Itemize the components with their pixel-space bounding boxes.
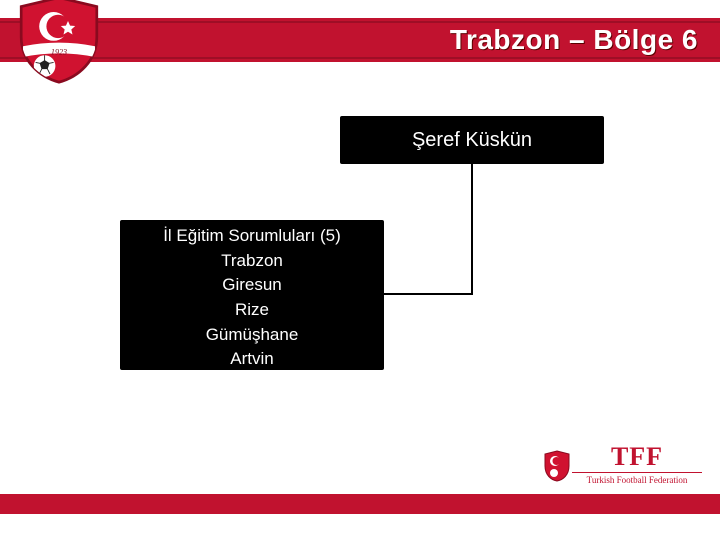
connector-vertical [471,164,473,294]
footer-tff-label: TFF [572,444,702,470]
connector-horizontal [384,293,473,295]
org-child-item: Gümüşhane [120,323,384,348]
org-child-item: Trabzon [120,249,384,274]
slide: Trabzon – Bölge 6 1923 [0,0,720,540]
org-child-item: Artvin [120,347,384,372]
org-child-item: Giresun [120,273,384,298]
shield-icon [544,450,570,482]
footer-logo: TFF Turkish Football Federation [572,444,702,490]
org-child-item: Rize [120,298,384,323]
org-root-node: Şeref Küskün [340,116,604,164]
shield-icon: 1923 [14,0,104,84]
footer-tff-sub: Turkish Football Federation [572,472,702,485]
org-child-heading: İl Eğitim Sorumluları (5) [120,224,384,249]
org-root-label: Şeref Küskün [412,129,532,152]
page-title: Trabzon – Bölge 6 [450,18,698,62]
svg-text:1923: 1923 [51,47,67,56]
org-child-node: İl Eğitim Sorumluları (5) Trabzon Giresu… [120,220,384,370]
footer-band [0,494,720,514]
federation-logo: 1923 [14,0,104,84]
